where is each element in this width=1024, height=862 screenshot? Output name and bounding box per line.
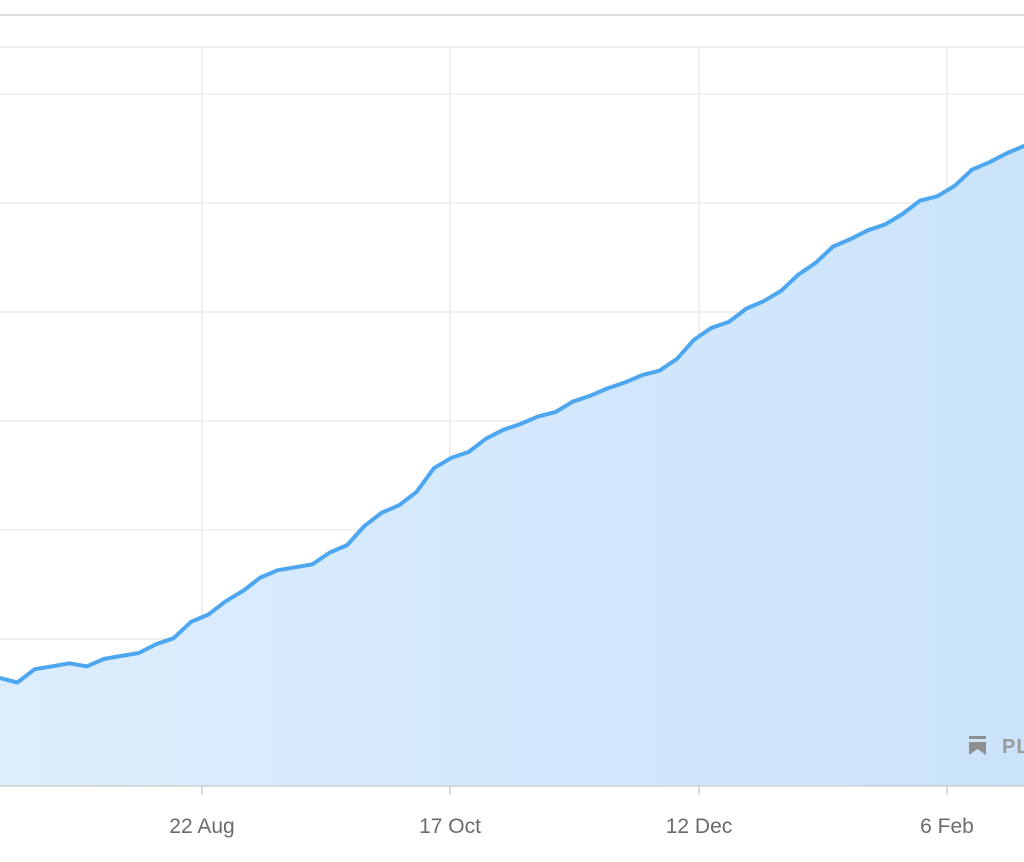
x-tick-label: 22 Aug <box>169 815 234 838</box>
watermark-text: PL <box>1002 736 1024 758</box>
x-tick-label: 17 Oct <box>419 815 481 838</box>
x-tick-label: 6 Feb <box>920 815 974 838</box>
series-area <box>0 146 1024 786</box>
x-axis-ticks: 22 Aug 17 Oct 12 Dec 6 Feb <box>169 786 974 838</box>
watermark: PL <box>969 736 1024 758</box>
series-line <box>0 144 1024 685</box>
bookmark-icon <box>969 736 986 755</box>
x-tick-label: 12 Dec <box>666 815 733 838</box>
